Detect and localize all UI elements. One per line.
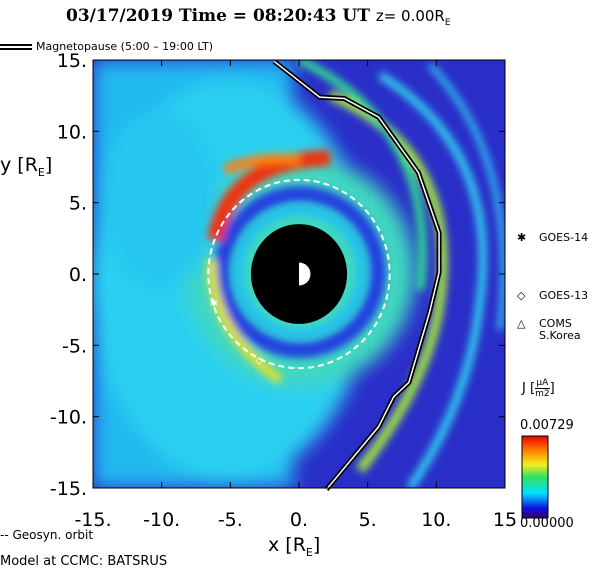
y-tick-label: -15.	[50, 478, 87, 500]
earth-night-side	[287, 262, 299, 286]
legend-coms: △ COMS S.Korea	[517, 318, 581, 342]
xlabel-text: x [R	[268, 534, 306, 556]
xlabel-sub: E	[305, 545, 313, 559]
double-line-icon	[0, 43, 32, 50]
colorbar	[521, 435, 549, 519]
magnetopause-label: Magnetopause (5:00 – 19:00 LT)	[36, 40, 213, 53]
y-tick-label: 5.	[69, 193, 87, 215]
colorbar-label: J	[522, 381, 526, 396]
y-tick-label: -5.	[62, 335, 87, 357]
magnetopause-legend: Magnetopause (5:00 – 19:00 LT)	[0, 40, 213, 53]
asterisk-icon: ✱	[517, 231, 527, 244]
x-tick-label: -5.	[218, 509, 243, 531]
title-time: Time = 08:20:43 UT	[178, 6, 370, 26]
x-tick-label: -10.	[143, 509, 180, 531]
y-tick-label: 10.	[57, 121, 87, 143]
geosync-orbit	[207, 178, 391, 370]
y-tick-label: 0.	[69, 264, 87, 286]
y-tick-label: 15.	[57, 50, 87, 72]
satellite-marker-1: ◇	[255, 356, 263, 367]
geosyn-legend: -- Geosyn. orbit	[0, 528, 94, 542]
coms-label: COMS S.Korea	[539, 317, 581, 342]
geosyn-label: Geosyn. orbit	[12, 528, 94, 542]
x-axis-label: x [RE]	[268, 534, 321, 559]
colorbar-min-label: 0.00000	[520, 516, 574, 531]
ylabel-text: y [R	[0, 154, 38, 176]
satellite-marker-0: ✱	[210, 299, 218, 310]
unit-denominator: m2	[535, 389, 550, 399]
goes13-label: GOES-13	[539, 289, 589, 302]
magnetopause-line	[273, 60, 440, 490]
legend-goes14: ✱ GOES-14	[517, 232, 588, 244]
colorbar-title: J [μA m2]	[522, 378, 555, 399]
legend-goes13: ◇ GOES-13	[517, 290, 588, 302]
x-tick-label: -15.	[74, 509, 111, 531]
title-date: 03/17/2019	[66, 6, 174, 26]
triangle-icon: △	[517, 317, 526, 330]
title-z-text: z= 0.00R	[375, 7, 445, 25]
y-axis-label: y [RE]	[0, 154, 53, 179]
diamond-icon: ◇	[517, 289, 526, 302]
plot-title: 03/17/2019 Time = 08:20:43 UT z= 0.00RE	[66, 6, 451, 28]
x-tick-label: 5.	[359, 509, 377, 531]
unit-numerator: μA	[535, 378, 550, 389]
x-tick-label: 10.	[421, 509, 451, 531]
colorbar-max-label: 0.00729	[520, 418, 574, 433]
footer-model: Model at CCMC: BATSRUS	[0, 554, 168, 569]
title-z: z= 0.00RE	[375, 7, 451, 28]
ylabel-sub: E	[37, 165, 45, 179]
goes14-label: GOES-14	[539, 231, 589, 244]
x-tick-label: 15	[493, 509, 517, 531]
y-tick-label: -10.	[50, 407, 87, 429]
x-tick-label: 0.	[290, 509, 308, 531]
title-z-sub: E	[444, 18, 451, 28]
